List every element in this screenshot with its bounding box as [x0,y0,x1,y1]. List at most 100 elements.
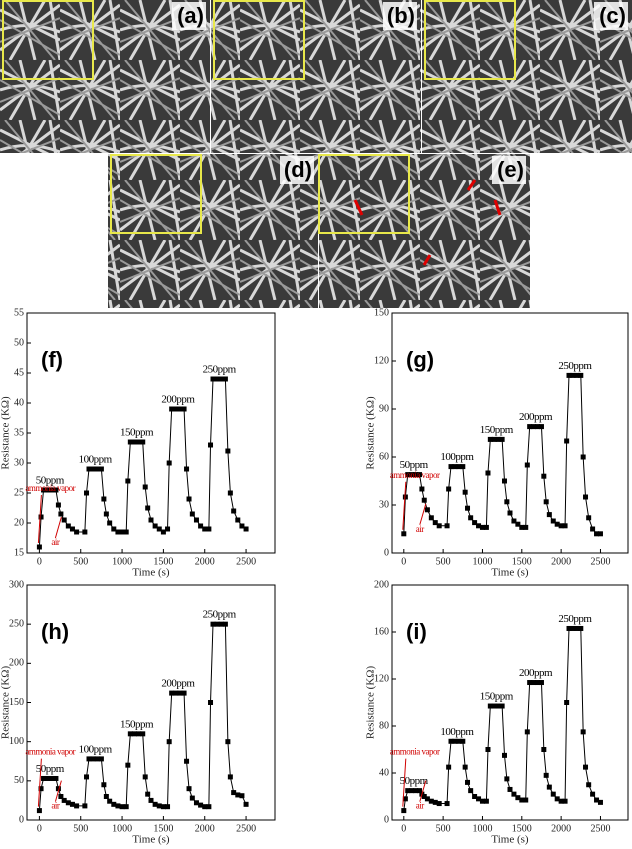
point [554,521,560,527]
point [472,520,478,526]
point [519,797,525,803]
point [538,424,544,430]
point [487,703,493,709]
x-tick-label: 1000 [472,823,492,834]
point [424,796,430,802]
x-axis-title: Time (s) [491,567,529,579]
annotation-arrow [402,481,407,530]
point [446,764,452,770]
point [511,518,517,524]
point [523,797,529,803]
point [554,796,560,802]
point [462,489,468,495]
point [142,774,148,780]
y-tick-label: 250 [9,618,24,629]
point [115,803,121,809]
point [177,406,183,412]
point [452,464,458,470]
annotation: ammonia vapor [25,483,75,493]
image-label: (c) [599,3,626,28]
point [189,511,195,517]
x-tick-label: 2000 [551,823,571,834]
point [421,497,427,503]
point [566,625,572,631]
point [115,529,121,535]
series-line [403,627,601,811]
point [111,801,117,807]
annotation: air [416,801,424,811]
point [125,478,131,484]
point [468,515,474,521]
point [69,526,75,532]
point [501,752,507,758]
point [107,798,113,804]
annotation: ammonia vapor [390,747,440,757]
point [82,529,88,535]
point [409,472,415,478]
peak-label: 150ppm [480,691,514,703]
point [574,625,580,631]
x-tick-label: 2500 [236,823,256,834]
y-tick-label: 40 [379,767,389,778]
point [491,703,497,709]
point [160,804,166,810]
panel-label: (i) [406,619,427,644]
arrow [353,199,364,216]
point [543,499,549,505]
point [564,700,570,705]
point [507,786,513,792]
y-tick-label: 30 [379,499,389,510]
y-tick-label: 45 [14,367,24,378]
point [58,794,64,799]
point [61,797,67,803]
point [165,804,171,810]
panel-label: (f) [41,347,63,372]
inset-box [2,0,94,80]
point [401,808,407,814]
x-tick-label: 2500 [590,823,610,834]
point [45,487,51,493]
x-tick-label: 2500 [590,556,610,567]
point [501,478,507,484]
point [417,472,423,478]
point [541,747,547,752]
point [208,700,214,705]
point [131,439,137,445]
label-bg [280,156,314,184]
label-bg [492,156,526,184]
point [142,484,148,490]
point [214,621,220,627]
point [460,464,466,470]
point [225,448,231,454]
x-tick-label: 1500 [512,823,532,834]
point [49,487,55,493]
peak-label: 150ppm [120,427,154,439]
peak-label: 200ppm [161,678,195,690]
x-tick-label: 500 [73,823,88,834]
point [38,786,44,792]
point [210,376,216,382]
point [53,775,59,781]
point [424,507,430,513]
point [181,406,187,412]
point [156,526,162,532]
point [186,496,192,502]
point [243,526,249,532]
point [511,791,517,797]
point [472,794,478,799]
point [125,762,131,768]
point [84,774,90,780]
point [222,621,228,627]
arrow [422,254,432,266]
point [483,798,489,804]
point [235,517,241,523]
point [531,424,537,430]
point [495,436,501,442]
point [550,791,556,797]
point [90,466,96,472]
point [417,788,423,794]
point [507,510,513,516]
point [499,436,505,442]
point [428,515,434,521]
